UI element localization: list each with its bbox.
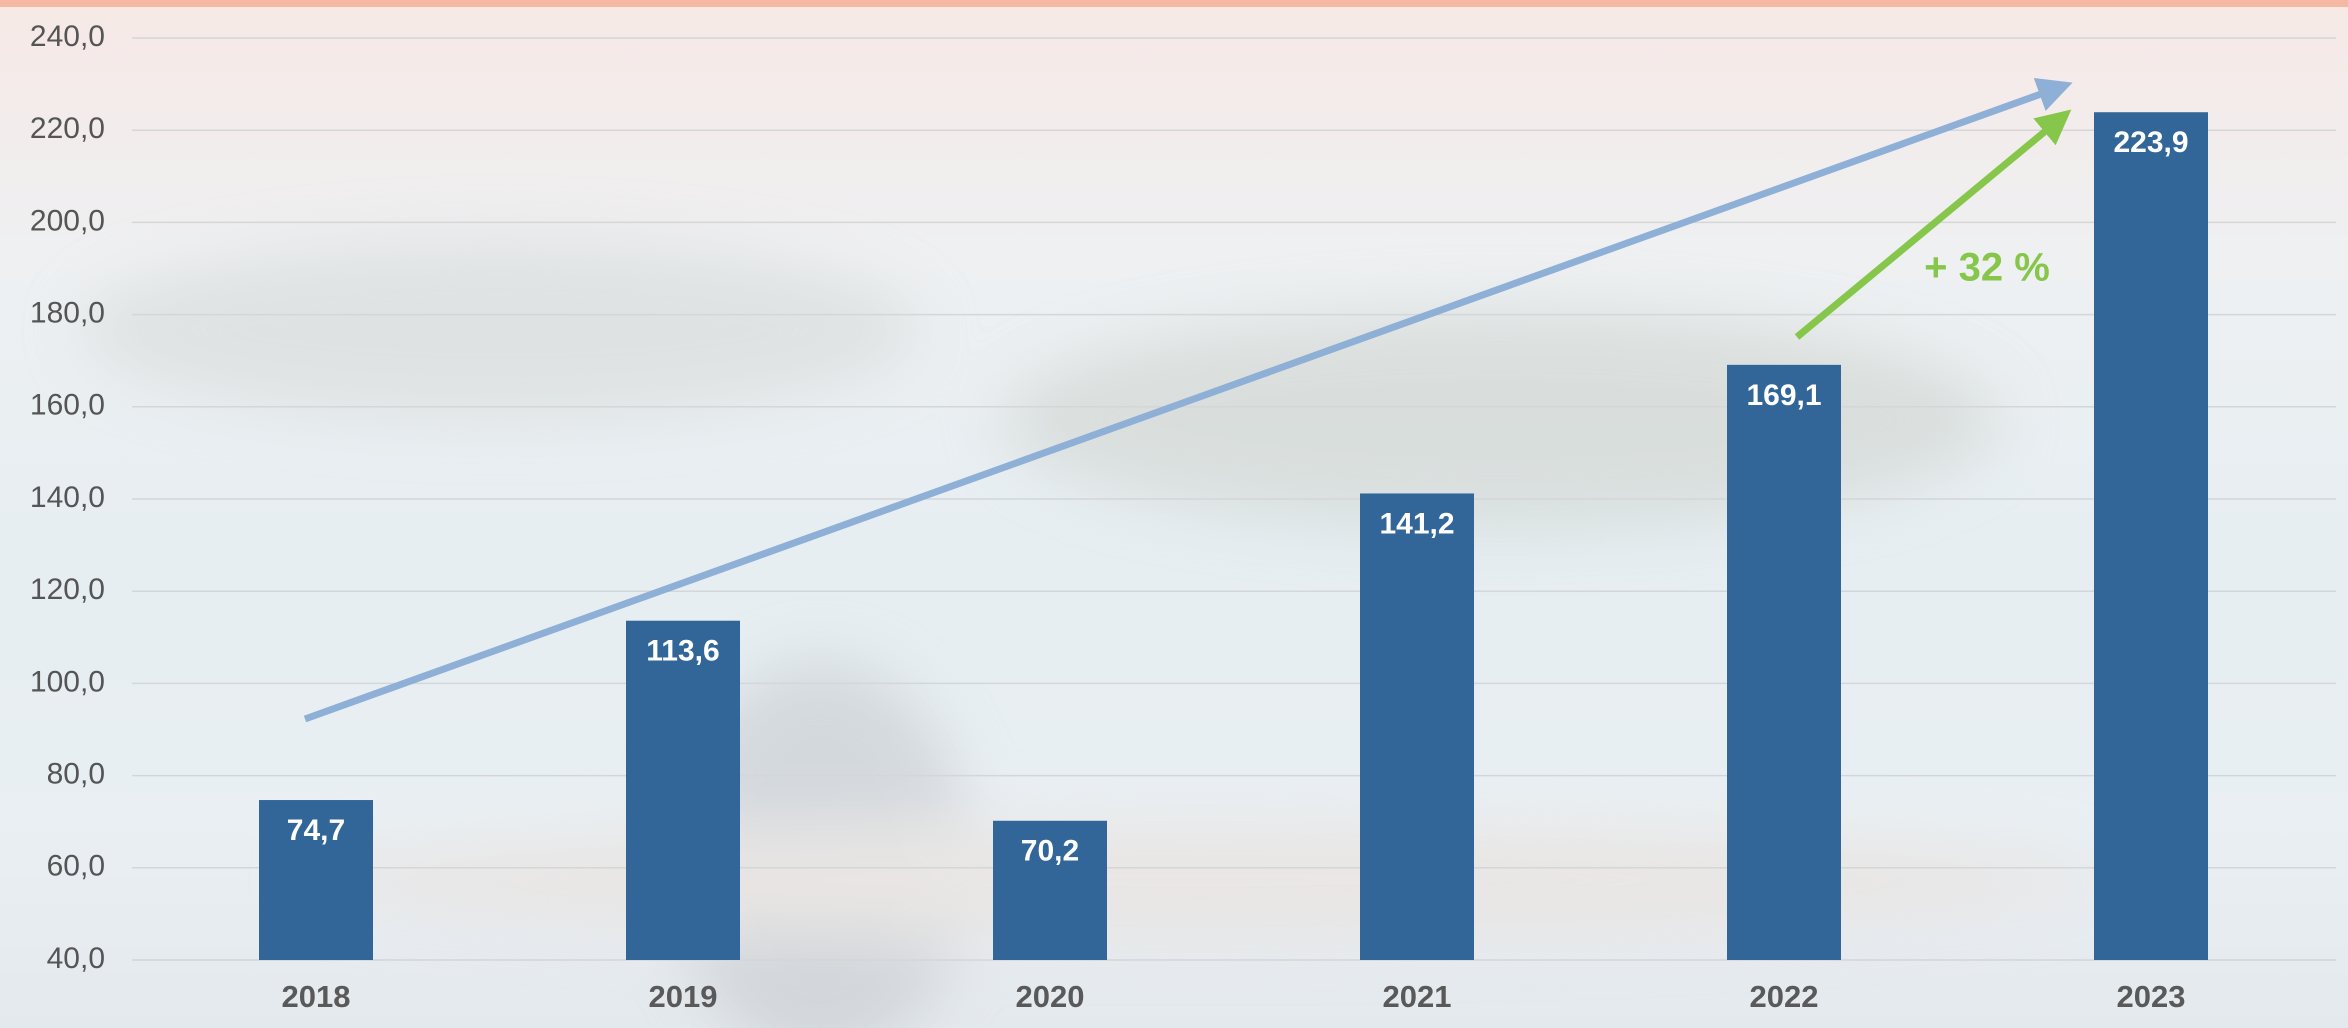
- bar: [2094, 112, 2208, 960]
- top-strip: [0, 0, 2348, 7]
- value-label: 113,6: [646, 635, 719, 668]
- bar: [993, 820, 1107, 960]
- annotation: + 32 %: [1924, 246, 2050, 290]
- x-tick-label: 2018: [282, 979, 351, 1014]
- growth-arrow: [1794, 109, 2072, 340]
- y-tick-label: 40,0: [47, 942, 105, 975]
- value-label: 141,2: [1379, 507, 1454, 540]
- y-tick-label: 140,0: [30, 481, 105, 514]
- y-tick-label: 220,0: [30, 112, 105, 145]
- bar: [626, 620, 740, 960]
- y-tick-label: 60,0: [47, 850, 105, 883]
- bar: [1727, 364, 1841, 960]
- bar: [1360, 493, 1474, 960]
- x-tick-label: 2020: [1016, 979, 1085, 1014]
- x-tick-label: 2021: [1383, 979, 1452, 1014]
- bar: [259, 800, 373, 960]
- y-tick-label: 160,0: [30, 389, 105, 422]
- value-label: 70,2: [1021, 835, 1079, 868]
- x-tick-label: 2023: [2117, 979, 2186, 1014]
- x-tick-label: 2019: [649, 979, 718, 1014]
- y-tick-label: 240,0: [30, 20, 105, 53]
- value-label: 169,1: [1746, 379, 1821, 412]
- y-tick-label: 80,0: [47, 758, 105, 791]
- y-tick-label: 200,0: [30, 204, 105, 237]
- y-tick-label: 120,0: [30, 573, 105, 606]
- x-tick-label: 2022: [1750, 979, 1819, 1014]
- y-tick-label: 180,0: [30, 297, 105, 330]
- trend-arrow: [303, 78, 2073, 723]
- value-label: 74,7: [287, 814, 345, 847]
- y-tick-label: 100,0: [30, 665, 105, 698]
- value-label: 223,9: [2113, 126, 2188, 159]
